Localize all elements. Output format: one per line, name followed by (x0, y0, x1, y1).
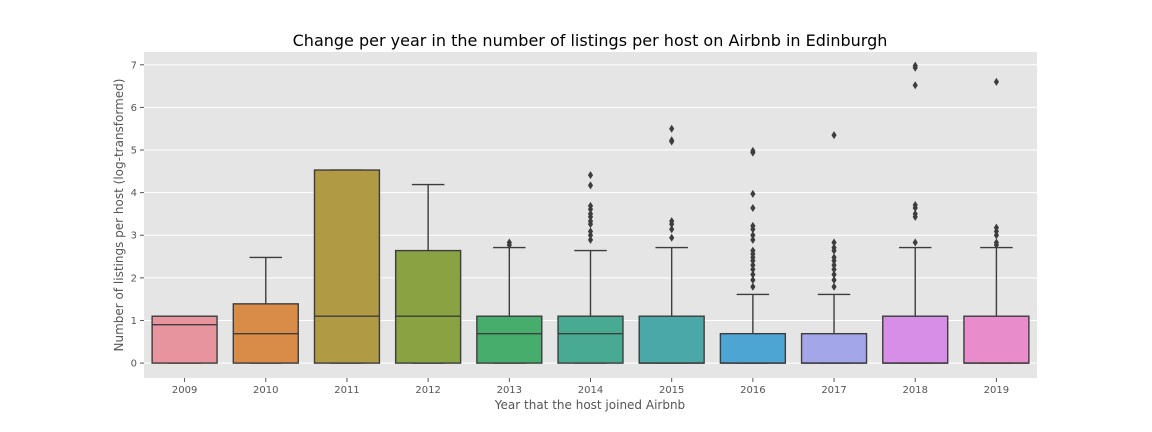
x-tick-label: 2010 (253, 385, 278, 396)
outlier-point (831, 261, 837, 270)
y-tick-label: 3 (131, 231, 137, 242)
y-tick-label: 6 (131, 103, 137, 114)
outlier-point (750, 261, 756, 270)
outlier-point (587, 209, 594, 218)
box-2017 (800, 131, 868, 364)
outlier-point (750, 235, 756, 244)
outlier-point (669, 124, 675, 133)
box-2009 (151, 315, 218, 364)
box-iqr (394, 249, 462, 364)
outlier-point (669, 217, 675, 226)
outlier-point (750, 231, 756, 240)
outlier-point (750, 146, 756, 155)
box-2013 (476, 238, 543, 364)
box-iqr (719, 332, 787, 364)
y-tick-label: 7 (131, 60, 137, 71)
outlier-point (831, 238, 837, 247)
outlier-point (669, 136, 675, 145)
box-iqr (476, 315, 543, 364)
box-iqr (882, 315, 949, 364)
chart-title: Change per year in the number of listing… (293, 31, 888, 50)
box-iqr (800, 332, 868, 364)
outlier-point (506, 238, 512, 247)
box-iqr (151, 315, 218, 364)
outlier-point (912, 61, 918, 70)
outlier-point (587, 181, 594, 190)
x-tick-label: 2019 (984, 385, 1009, 396)
box-iqr (638, 315, 705, 364)
x-tick-label: 2017 (821, 385, 846, 396)
outlier-point (750, 203, 756, 212)
y-tick-label: 1 (131, 316, 137, 327)
y-tick-label: 5 (131, 146, 137, 157)
box-2014 (557, 171, 624, 364)
outlier-point (831, 265, 837, 274)
outlier-point (993, 223, 1000, 232)
box-2015 (638, 124, 705, 364)
outlier-point (831, 131, 837, 140)
outlier-point (831, 275, 837, 284)
x-tick-label: 2016 (740, 385, 765, 396)
outlier-point (587, 217, 594, 226)
outlier-point (912, 200, 918, 209)
x-tick-label: 2011 (334, 385, 359, 396)
outlier-point (831, 253, 837, 262)
outlier-point (750, 246, 756, 255)
x-tick-label: 2013 (497, 385, 522, 396)
outlier-point (912, 81, 918, 90)
outlier-point (750, 270, 756, 279)
box-2010 (232, 256, 299, 364)
y-tick-label: 2 (131, 273, 137, 284)
outlier-point (587, 227, 594, 236)
outlier-point (669, 225, 675, 234)
x-axis-label: Year that the host joined Airbnb (494, 398, 685, 412)
x-tick-label: 2014 (578, 385, 603, 396)
outlier-point (912, 209, 918, 218)
x-axis-ticks: 2009 2010 2011 2012 2013 2014 2015 2016 2017 2018… (172, 378, 1009, 396)
outlier-point (587, 201, 594, 210)
outlier-point (750, 189, 756, 198)
x-tick-label: 2015 (659, 385, 684, 396)
outlier-point (912, 238, 918, 247)
box-group (151, 61, 1030, 364)
x-tick-label: 2018 (903, 385, 928, 396)
outlier-point (750, 221, 756, 230)
outlier-point (750, 282, 756, 291)
outlier-point (750, 265, 756, 274)
box-iqr (313, 169, 381, 364)
box-2012 (394, 183, 462, 364)
y-axis-ticks: 0 1 2 3 4 5 6 7 (131, 60, 144, 370)
outlier-point (831, 282, 837, 291)
box-iqr (963, 315, 1030, 364)
y-axis-label: Number of listings per host (log-transfo… (112, 79, 126, 352)
y-tick-label: 4 (131, 188, 137, 199)
outlier-point (831, 270, 837, 279)
y-tick-label: 0 (131, 359, 137, 370)
outlier-point (993, 77, 1000, 86)
outlier-point (587, 235, 594, 244)
outlier-point (750, 275, 756, 284)
box-2011 (313, 169, 381, 364)
box-2019 (963, 77, 1030, 364)
x-tick-label: 2009 (172, 385, 197, 396)
outlier-point (831, 243, 837, 252)
box-2016 (719, 146, 787, 364)
outlier-point (669, 233, 675, 242)
box-iqr (557, 315, 624, 364)
outlier-point (587, 171, 594, 180)
outlier-point (993, 238, 1000, 247)
box-2018 (882, 61, 949, 364)
x-tick-label: 2012 (415, 385, 440, 396)
